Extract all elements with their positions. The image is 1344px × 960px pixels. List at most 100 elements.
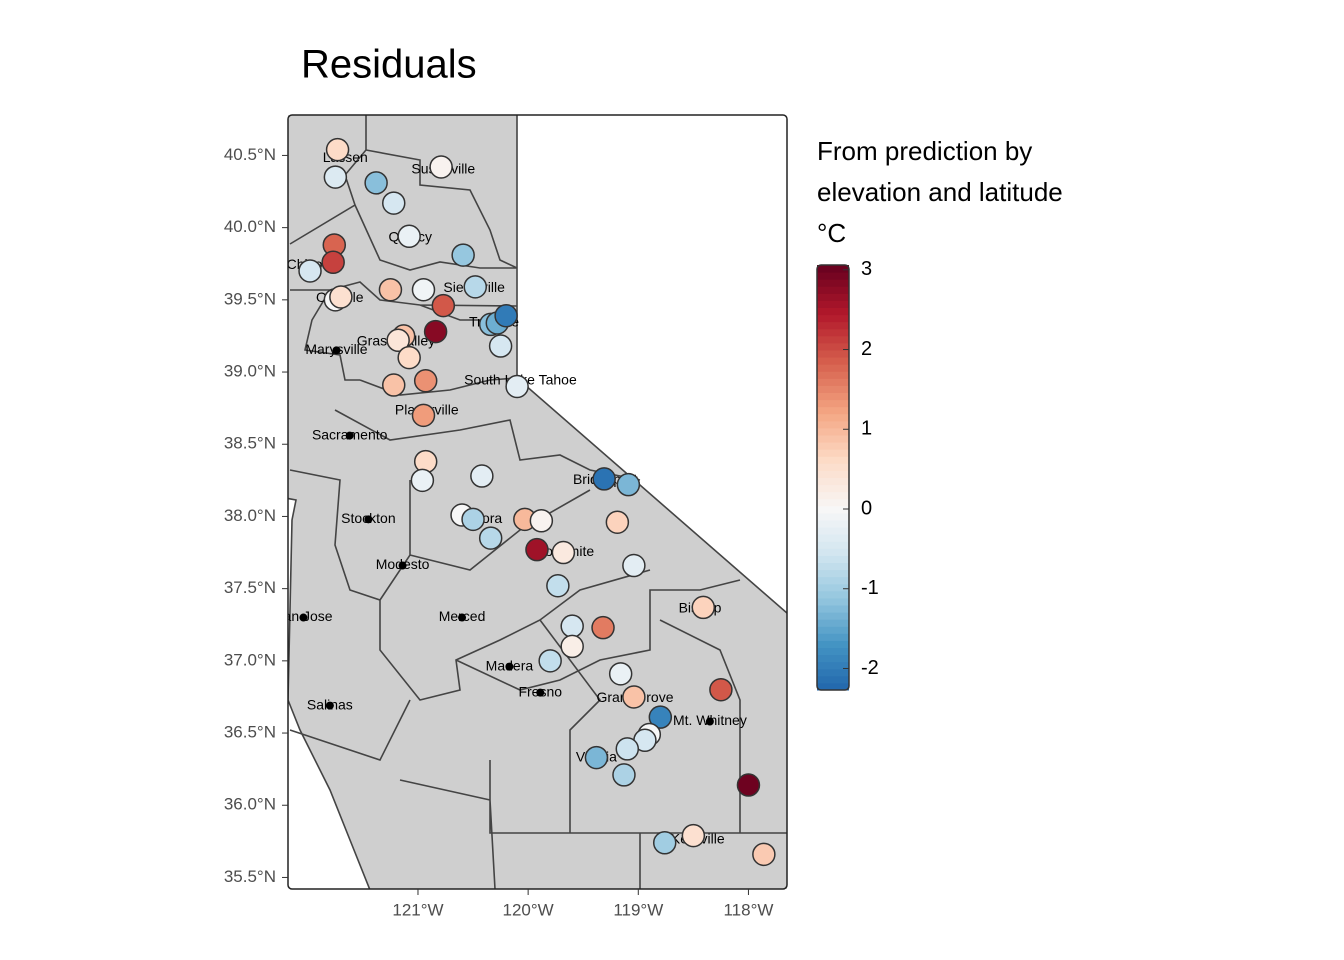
station-point (381, 191, 406, 215)
chart-title: Residuals (301, 43, 477, 87)
colorbar-tick-label: -2 (861, 657, 879, 679)
colorbar-segment (817, 534, 849, 542)
legend-title: °C (817, 218, 846, 248)
station-point (652, 831, 677, 855)
points (298, 137, 776, 867)
city-label: Fresno (518, 683, 562, 699)
city-dot (345, 431, 354, 440)
station-point (560, 614, 584, 638)
colorbar-segment (817, 406, 849, 415)
colorbar-segment (817, 619, 849, 627)
basemap (288, 115, 787, 889)
city-dot (398, 561, 407, 570)
station-point (546, 574, 570, 598)
colorbar-segment (817, 654, 849, 663)
colorbar-segment (817, 527, 849, 535)
station-point (529, 509, 554, 533)
colorbar-segment (817, 541, 849, 549)
colorbar-tick-label: 1 (861, 418, 872, 440)
station-point (478, 526, 503, 550)
y-tick-label: 40.5°N (224, 145, 276, 164)
colorbar-segment (817, 350, 849, 358)
x-tick-label: 119°W (613, 900, 663, 919)
y-tick-label: 36.5°N (224, 723, 276, 742)
colorbar-tick-label: 3 (861, 258, 872, 280)
colorbar-segment (817, 314, 849, 323)
colorbar-segment (817, 512, 849, 521)
colorbar-segment (817, 562, 849, 571)
panel-border (287, 114, 788, 890)
station-point (413, 368, 438, 393)
y-tick-label: 35.5°N (224, 867, 276, 886)
city-dot (364, 515, 373, 524)
colorbar-segment (817, 626, 849, 634)
station-point (584, 745, 609, 770)
station-point (622, 553, 646, 578)
colorbar-segment (817, 335, 849, 344)
station-point (488, 334, 513, 358)
colorbar-segment (817, 265, 849, 273)
colorbar-segment (817, 548, 849, 556)
station-point (616, 472, 641, 497)
station-point (560, 634, 584, 659)
station-point (410, 468, 435, 493)
colorbar-segment (817, 583, 849, 592)
station-point (592, 467, 616, 491)
station-point (411, 277, 436, 302)
colorbar-segment (817, 682, 849, 691)
colorbar-segment (817, 477, 849, 486)
colorbar-segment (817, 427, 849, 436)
nevada (516, 115, 787, 615)
colorbar-segment (817, 647, 849, 656)
legend-title: elevation and latitude (817, 177, 1063, 207)
station-point (429, 155, 453, 179)
colorbar-segment (817, 420, 849, 429)
y-tick-label: 40.0°N (224, 217, 276, 236)
colorbar-segment (817, 300, 849, 308)
city-label: Modesto (376, 556, 430, 572)
station-point (681, 823, 706, 848)
station-point (323, 165, 348, 189)
station-point (397, 224, 421, 249)
city-label: Mt. Whitney (673, 712, 747, 728)
city-dot (325, 701, 334, 710)
city-label: Sacramento (312, 426, 388, 442)
station-point (397, 345, 421, 370)
station-point (752, 842, 776, 867)
station-point (736, 773, 761, 797)
y-tick-label: 37.0°N (224, 650, 276, 669)
station-point (364, 171, 388, 195)
colorbar-segment (817, 272, 849, 280)
colorbar-segment (817, 378, 849, 386)
station-point (378, 277, 403, 302)
colorbar-tick-label: 2 (861, 338, 872, 360)
city-dot (536, 688, 545, 697)
x-tick-label: 118°W (723, 900, 773, 919)
colorbar-segment (817, 597, 849, 606)
colorbar-segment (817, 371, 849, 379)
station-point (525, 537, 549, 562)
station-point (608, 662, 633, 686)
colorbar-segment (817, 357, 849, 365)
colorbar-segment (817, 399, 849, 408)
colorbar-segment (817, 505, 849, 514)
colorbar-segment (817, 640, 849, 648)
station-point (591, 615, 615, 640)
colorbar-segment (817, 456, 849, 464)
station-point (538, 649, 562, 673)
data-layer: LassenSusanvilleQuincyChicoOrovilleSierr… (288, 137, 776, 867)
station-point (386, 328, 410, 353)
colorbar-segment (817, 484, 849, 493)
station-point (321, 250, 345, 275)
x-tick-label: 120°W (503, 900, 554, 919)
station-point (470, 464, 494, 488)
colorbar-segment (817, 385, 849, 393)
colorbar-segment (817, 605, 849, 613)
ocean (288, 497, 371, 889)
city-label: Stockton (341, 510, 395, 526)
station-point (505, 374, 529, 399)
station-point (494, 303, 518, 328)
city-label: Madera (486, 657, 534, 673)
colorbar-segment (817, 321, 849, 330)
station-point (612, 763, 636, 787)
